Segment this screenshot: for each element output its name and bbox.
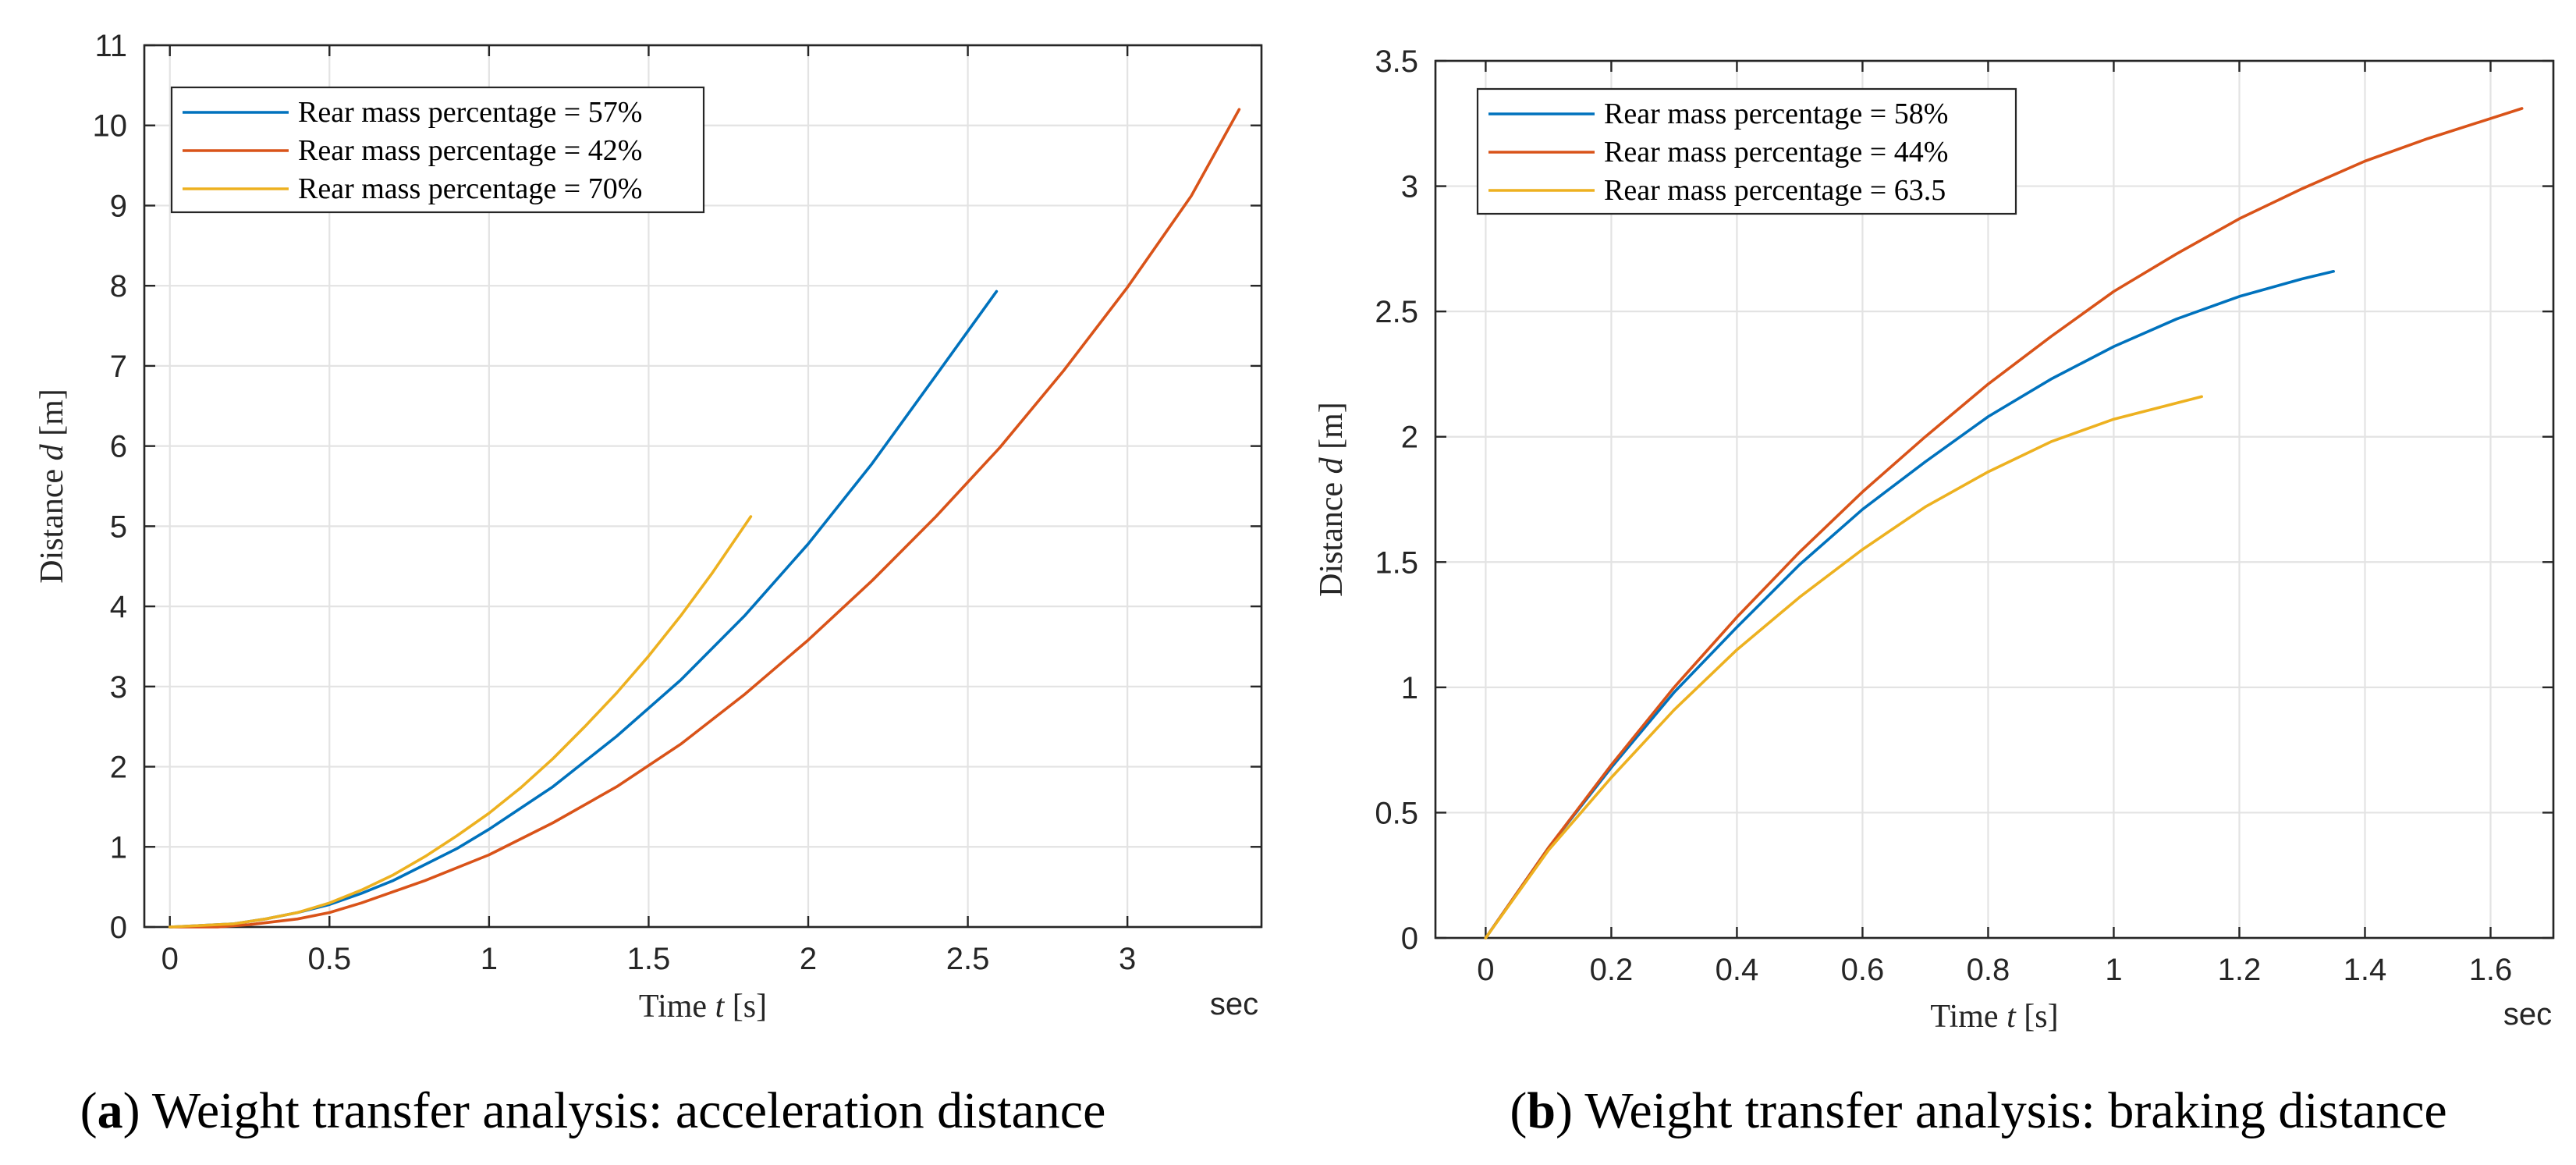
chart0-grid [144,45,1261,927]
chart0-caption-text: Weight transfer analysis: acceleration d… [152,1082,1105,1139]
chart0-x-tick-label-5: 2.5 [946,942,990,976]
chart1-x-tick-label-8: 1.6 [2469,953,2513,987]
chart0-y-tick-label-11: 11 [94,29,127,63]
chart0-y-tick-label-9: 9 [110,189,127,223]
chart1-series-line-1 [1484,107,2524,939]
chart0-y-tick-label-6: 6 [110,430,127,464]
chart0-series-line-1 [168,108,1241,929]
chart1-y-tick-label-4: 2 [1401,421,1418,455]
chart1-caption-label: b [1527,1082,1556,1139]
chart1-y-tick-label-6: 3 [1401,170,1418,204]
chart0-caption: (a) Weight transfer analysis: accelerati… [80,1082,1106,1139]
chart1-x-tick-label-0: 0 [1477,953,1494,987]
chart0-caption-label: a [98,1082,123,1139]
chart0-axes-box [143,44,1263,929]
chart0-y-tick-label-10: 10 [93,109,128,144]
chart0-series-line-2 [168,515,753,929]
chart0-y-tick-label-2: 2 [110,751,127,785]
chart0-y-tick-label-4: 4 [110,590,127,624]
chart1-series-line-0 [1484,270,2335,939]
chart0-x-tick-label-1: 0.5 [307,942,351,976]
chart1-x-tick-label-1: 0.2 [1590,953,1634,987]
chart1-legend-label-0: Rear mass percentage = 58% [1604,98,1948,130]
chart1-legend-label-2: Rear mass percentage = 63.5 [1604,174,1946,207]
chart0-x-tick-label-2: 1 [481,942,498,976]
chart0-unit-label: sec [1210,987,1258,1021]
chart1-y-tick-label-3: 1.5 [1375,545,1418,580]
chart0-y-tick-label-0: 0 [110,911,127,945]
chart0-legend-label-2: Rear mass percentage = 70% [298,172,642,205]
chart1-y-tick-label-7: 3.5 [1375,44,1418,79]
chart1-y-tick-label-5: 2.5 [1375,295,1418,329]
chart-braking-distance: 0 0.2 0.4 0.6 0.8 1 1.2 1.4 1.6 0 0.5 1 1.5 2 2.5 3 3.5 R… [1314,44,2555,1139]
chart1-y-axis-label: Distance d [m] [1314,402,1350,597]
chart0-y-tick-label-3: 3 [110,670,127,705]
chart1-x-tick-label-3: 0.6 [1841,953,1885,987]
chart1-x-tick-label-6: 1.2 [2218,953,2262,987]
chart1-legend: Rear mass percentage = 58% Rear mass perc… [1476,87,2017,215]
chart1-x-tick-label-7: 1.4 [2344,953,2387,987]
chart1-series-line-2 [1484,395,2203,939]
chart1-x-ticks: 0 0.2 0.4 0.6 0.8 1 1.2 1.4 1.6 [1477,61,2512,987]
chart0-series [168,108,1241,929]
chart1-x-tick-label-5: 1 [2105,953,2122,987]
chart0-y-tick-label-5: 5 [110,510,127,544]
chart1-axes-box [1434,59,2555,939]
chart0-x-tick-label-0: 0 [161,942,179,976]
chart0-x-ticks: 0 0.5 1 1.5 2 2.5 3 [161,45,1136,976]
chart1-x-tick-label-2: 0.4 [1716,953,1759,987]
chart1-y-ticks: 0 0.5 1 1.5 2 2.5 3 3.5 [1375,44,2553,956]
chart0-x-tick-label-3: 1.5 [627,942,671,976]
chart1-caption: (b) Weight transfer analysis: braking di… [1510,1082,2446,1139]
chart0-y-tick-label-7: 7 [110,350,127,384]
chart1-x-axis-label: Time t [s] [1930,999,2058,1035]
chart0-y-ticks: 0 1 2 3 4 5 6 7 8 9 10 11 [93,29,1261,945]
chart1-y-tick-label-2: 1 [1401,671,1418,705]
chart0-legend-label-1: Rear mass percentage = 42% [298,134,642,167]
chart1-caption-text: Weight transfer analysis: braking distan… [1584,1082,2446,1139]
chart1-unit-label: sec [2503,997,2552,1032]
chart0-y-tick-label-1: 1 [110,830,127,865]
chart-acceleration-distance: 0 0.5 1 1.5 2 2.5 3 0 1 2 3 4 5 6 7 8 9 10 11 Rear mass per… [34,29,1263,1139]
chart1-y-tick-label-0: 0 [1401,922,1418,956]
chart1-x-tick-label-4: 0.8 [1967,953,2010,987]
chart0-x-axis-label: Time t [s] [639,989,767,1025]
chart0-y-tick-label-8: 8 [110,269,127,304]
chart0-x-tick-label-6: 3 [1119,942,1136,976]
chart0-x-tick-label-4: 2 [800,942,817,976]
chart1-y-tick-label-1: 0.5 [1375,796,1418,830]
chart0-legend-label-0: Rear mass percentage = 57% [298,96,642,129]
chart1-series [1484,107,2524,939]
chart0-legend: Rear mass percentage = 57% Rear mass perc… [170,86,705,214]
chart1-legend-label-1: Rear mass percentage = 44% [1604,136,1948,169]
chart0-y-axis-label: Distance d [m] [34,389,70,584]
